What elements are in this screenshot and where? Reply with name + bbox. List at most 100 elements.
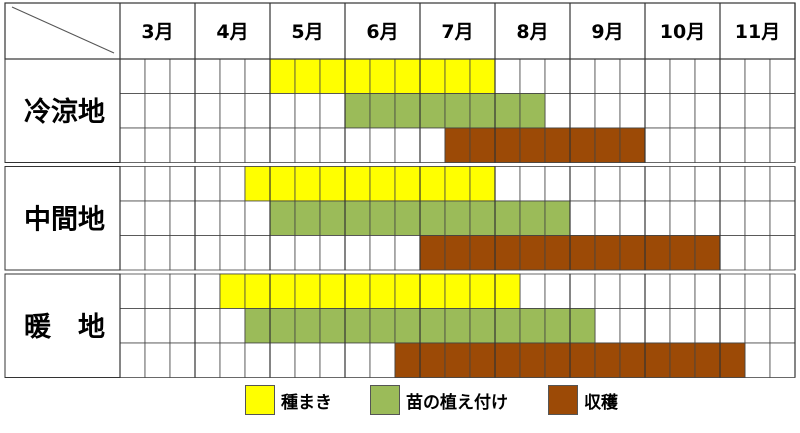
grid-cell xyxy=(569,273,596,309)
bar-cell-3-3 xyxy=(694,342,721,378)
bar-cell-2-3 xyxy=(594,235,621,271)
grid-cell xyxy=(319,235,346,271)
bar-cell-2-1 xyxy=(319,166,346,202)
grid-cell xyxy=(769,127,796,163)
grid-cell xyxy=(644,93,671,129)
grid-cell xyxy=(169,127,196,163)
bar-cell-2-1 xyxy=(294,166,321,202)
grid-cell xyxy=(119,308,146,344)
grid-cell xyxy=(694,58,721,94)
region-label-2: 中間地 xyxy=(24,204,105,235)
grid-cell xyxy=(194,127,221,163)
grid-cell xyxy=(519,273,546,309)
region-label-box xyxy=(4,58,121,163)
grid-cell xyxy=(144,342,171,378)
bar-cell-3-1 xyxy=(394,273,421,309)
grid-cell xyxy=(744,127,771,163)
grid-cell xyxy=(419,127,446,163)
grid-cell xyxy=(619,308,646,344)
bar-cell-3-1 xyxy=(494,273,521,309)
grid-cell xyxy=(219,127,246,163)
grid-cell xyxy=(619,58,646,94)
grid-cell xyxy=(369,235,396,271)
grid-cell xyxy=(719,308,746,344)
grid-cell xyxy=(744,342,771,378)
bar-cell-2-1 xyxy=(244,166,271,202)
grid-cell xyxy=(494,58,521,94)
grid-cell xyxy=(119,273,146,309)
bar-cell-2-3 xyxy=(619,235,646,271)
grid-cell xyxy=(169,200,196,236)
month-label-1: 3月 xyxy=(141,21,173,43)
grid-cell xyxy=(219,342,246,378)
grid-cell xyxy=(644,166,671,202)
grid-cell xyxy=(744,58,771,94)
bar-cell-3-3 xyxy=(569,342,596,378)
bar-cell-1-1 xyxy=(419,58,446,94)
grid-cell xyxy=(694,273,721,309)
header-background xyxy=(5,3,795,59)
bar-cell-2-2 xyxy=(369,200,396,236)
bar-cell-2-3 xyxy=(694,235,721,271)
bar-cell-3-3 xyxy=(519,342,546,378)
grid-cell xyxy=(669,166,696,202)
bar-cell-1-2 xyxy=(469,93,496,129)
bar-cell-1-1 xyxy=(369,58,396,94)
bar-cell-3-2 xyxy=(394,308,421,344)
bar-cell-3-2 xyxy=(519,308,546,344)
bar-cell-3-1 xyxy=(344,273,371,309)
grid-cell xyxy=(669,127,696,163)
grid-cell xyxy=(144,93,171,129)
grid-cell xyxy=(169,93,196,129)
grid-cell xyxy=(719,200,746,236)
grid-cell xyxy=(544,93,571,129)
grid-cell xyxy=(194,235,221,271)
legend-label-sowing: 種まき xyxy=(281,392,332,413)
bar-cell-3-2 xyxy=(469,308,496,344)
grid-cell xyxy=(144,166,171,202)
grid-cell xyxy=(519,58,546,94)
bar-cell-2-2 xyxy=(419,200,446,236)
bar-cell-2-2 xyxy=(344,200,371,236)
legend-swatch-planting xyxy=(370,385,400,415)
bar-cell-3-1 xyxy=(419,273,446,309)
legend: 種まき 苗の植え付け 収穫 xyxy=(0,380,800,420)
grid-cell xyxy=(194,273,221,309)
grid-cell xyxy=(169,235,196,271)
grid-cell xyxy=(669,308,696,344)
bar-cell-1-2 xyxy=(494,93,521,129)
bar-cell-2-1 xyxy=(419,166,446,202)
grid-cell xyxy=(119,166,146,202)
grid-cell xyxy=(719,93,746,129)
grid-cell xyxy=(744,308,771,344)
grid-cell xyxy=(644,308,671,344)
grid-cell xyxy=(594,166,621,202)
grid-cell xyxy=(719,127,746,163)
grid-cell xyxy=(144,200,171,236)
bar-cell-2-3 xyxy=(519,235,546,271)
bar-cell-2-3 xyxy=(444,235,471,271)
bar-cell-2-2 xyxy=(269,200,296,236)
bar-cell-1-3 xyxy=(594,127,621,163)
grid-cell xyxy=(669,273,696,309)
bar-cell-3-1 xyxy=(244,273,271,309)
bar-cell-1-2 xyxy=(344,93,371,129)
grid-cell xyxy=(769,93,796,129)
bar-cell-3-3 xyxy=(394,342,421,378)
grid-cell xyxy=(744,166,771,202)
grid-cell xyxy=(769,308,796,344)
grid-cell xyxy=(219,235,246,271)
grid-cell xyxy=(719,235,746,271)
grid-cell xyxy=(694,127,721,163)
bar-cell-2-1 xyxy=(369,166,396,202)
grid-cell xyxy=(644,273,671,309)
grid-cell xyxy=(544,273,571,309)
bar-cell-2-3 xyxy=(644,235,671,271)
month-label-7: 9月 xyxy=(591,21,623,43)
grid-cell xyxy=(494,166,521,202)
grid-cell xyxy=(544,166,571,202)
grid-cell xyxy=(719,273,746,309)
bar-cell-2-3 xyxy=(494,235,521,271)
month-label-3: 5月 xyxy=(291,21,323,43)
legend-item-sowing: 種まき xyxy=(245,384,332,416)
